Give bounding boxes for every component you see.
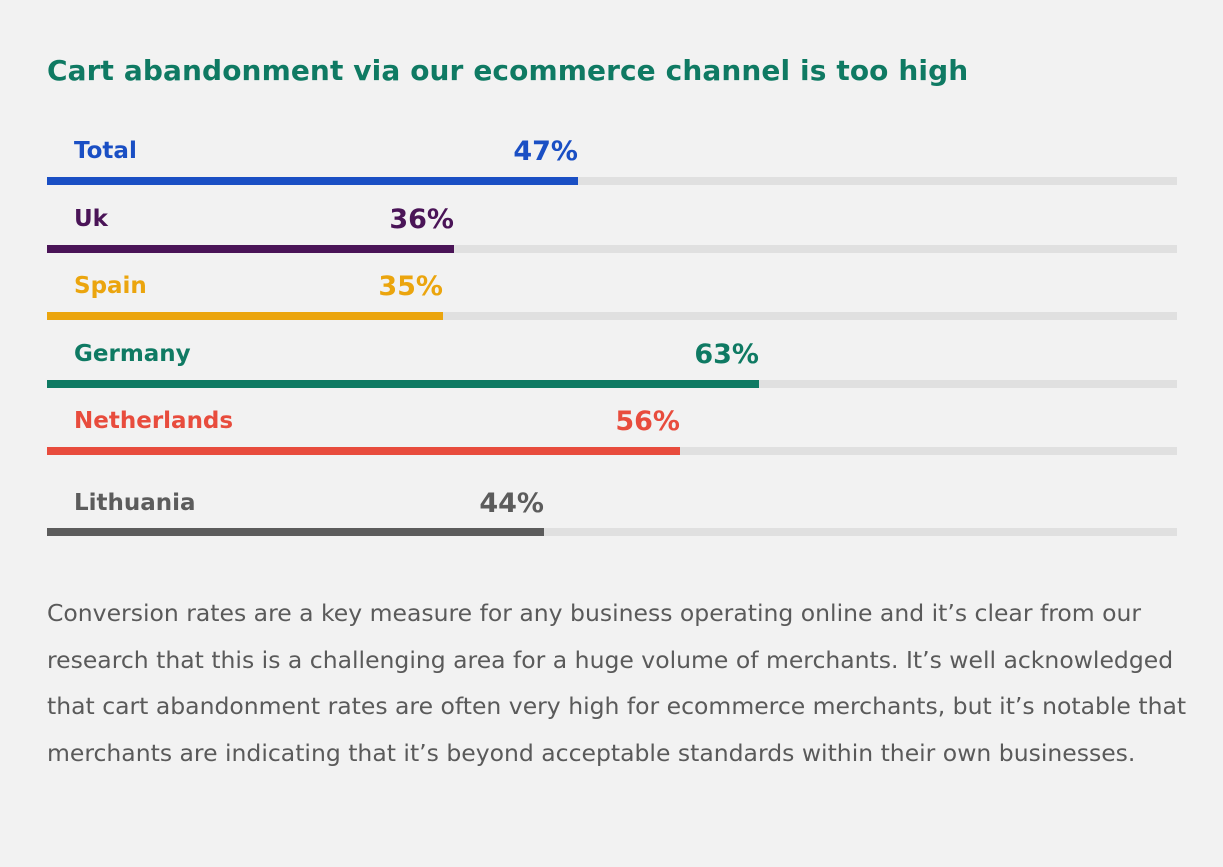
bar-value-label: 35% bbox=[378, 271, 443, 302]
bar-label: Lithuania bbox=[74, 490, 196, 516]
bar-label: Spain bbox=[74, 273, 147, 299]
bar-chart: Total 47% Uk 36% Spain 35% Germany 63% Netherlan… bbox=[47, 0, 1177, 560]
bar-track bbox=[47, 380, 1177, 388]
bar bbox=[47, 177, 578, 185]
bar-track bbox=[47, 528, 1177, 536]
bar-value-label: 63% bbox=[694, 339, 759, 370]
bar-track bbox=[47, 177, 1177, 185]
bar-track bbox=[47, 312, 1177, 320]
bar-value-label: 56% bbox=[615, 406, 680, 437]
bar-value-label: 47% bbox=[513, 136, 578, 167]
bar-track bbox=[47, 245, 1177, 253]
bar-value-label: 44% bbox=[479, 488, 544, 519]
bar-label: Total bbox=[74, 138, 137, 164]
bar bbox=[47, 528, 544, 536]
bar-label: Netherlands bbox=[74, 408, 234, 434]
bar-track bbox=[47, 447, 1177, 455]
bar-label: Germany bbox=[74, 341, 191, 367]
bar bbox=[47, 312, 443, 320]
bar bbox=[47, 447, 680, 455]
bar-value-label: 36% bbox=[389, 204, 454, 235]
bar bbox=[47, 245, 454, 253]
chart-title: Cart abandonment via our ecommerce chann… bbox=[47, 54, 969, 87]
bar bbox=[47, 380, 759, 388]
body-paragraph: Conversion rates are a key measure for a… bbox=[47, 599, 1187, 767]
bar-label: Uk bbox=[74, 206, 108, 232]
